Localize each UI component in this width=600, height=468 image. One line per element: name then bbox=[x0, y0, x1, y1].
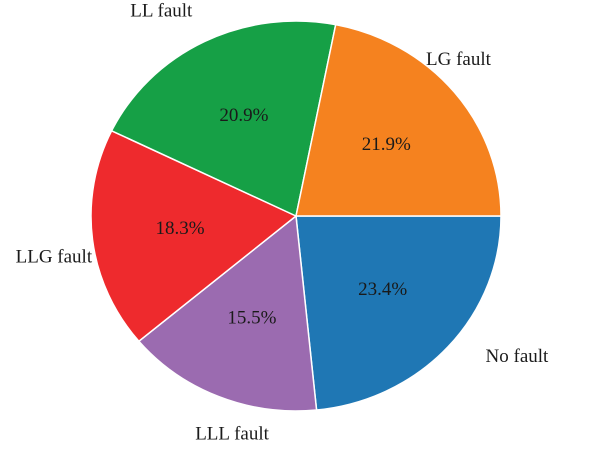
pie-slices bbox=[90, 20, 502, 412]
pie-category-labels: No fault LLL fault LLG fault LL fault LG fau… bbox=[16, 1, 549, 445]
value-label-lll-fault: 15.5% bbox=[227, 307, 276, 328]
value-label-lg-fault: 21.9% bbox=[362, 134, 411, 155]
pie-slice-lll-fault bbox=[137, 214, 318, 412]
value-label-llg-fault: 18.3% bbox=[155, 218, 204, 239]
pie-slice-no-fault bbox=[295, 215, 502, 411]
pie-slice-ll-fault bbox=[110, 20, 337, 218]
value-label-ll-fault: 20.9% bbox=[219, 105, 268, 126]
category-label-lg-fault: LG fault bbox=[426, 49, 492, 70]
value-label-no-fault: 23.4% bbox=[358, 279, 407, 300]
category-label-no-fault: No fault bbox=[486, 346, 550, 367]
category-label-ll-fault: LL fault bbox=[130, 1, 193, 22]
pie-value-labels: 23.4% 15.5% 18.3% 20.9% 21.9% bbox=[155, 105, 410, 328]
category-label-lll-fault: LLL fault bbox=[195, 423, 269, 444]
category-label-llg-fault: LLG fault bbox=[16, 247, 93, 268]
pie-slice-lg-fault bbox=[295, 23, 502, 217]
pie-slice-llg-fault bbox=[90, 129, 298, 343]
